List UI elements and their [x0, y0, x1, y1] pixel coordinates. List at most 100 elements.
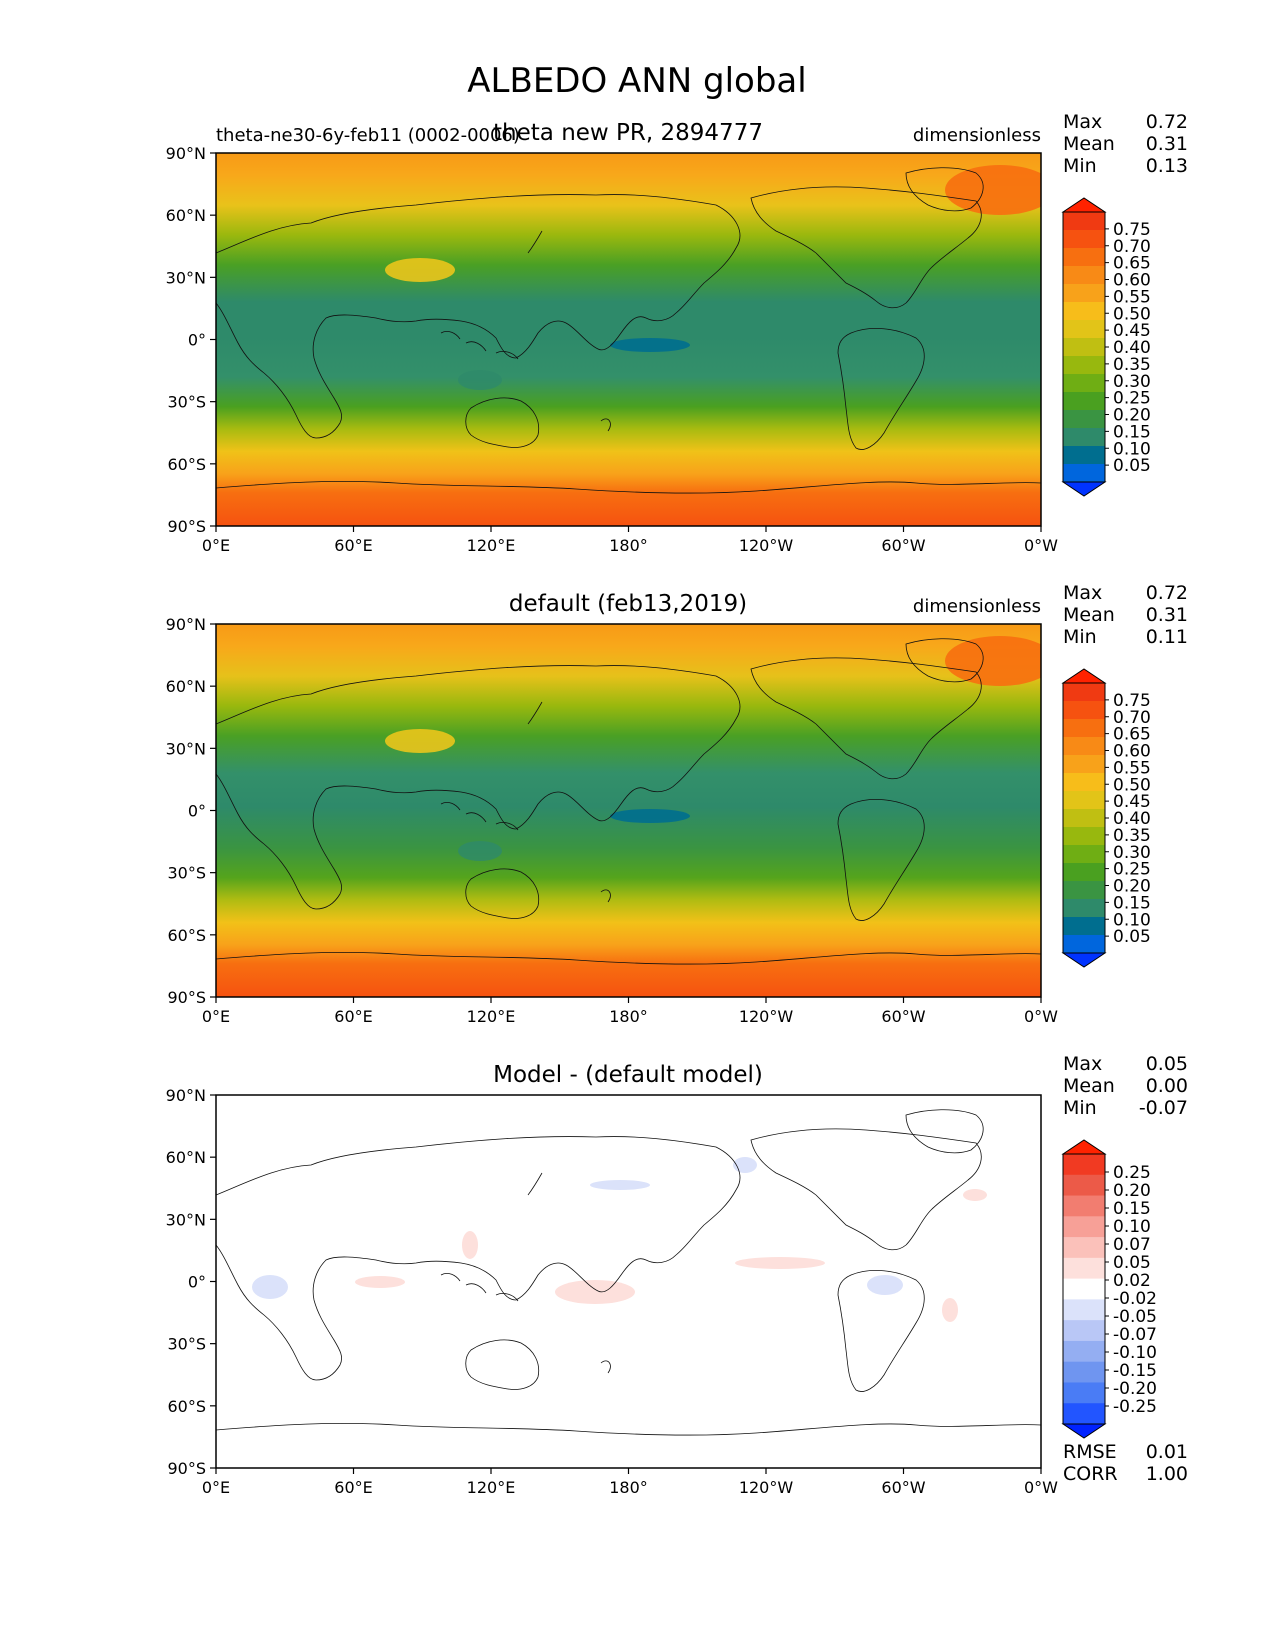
x-tick-label: 60°E	[334, 536, 372, 555]
colorbar-label: 0.10	[1113, 1217, 1151, 1237]
stat-value: -0.07	[1139, 1097, 1188, 1119]
colorbar-segment	[1063, 1174, 1105, 1197]
y-tick-label: 30°S	[167, 1335, 206, 1354]
x-tick-label: 60°E	[334, 1007, 372, 1026]
colorbar-segment	[1063, 863, 1105, 882]
colorbar-segment	[1063, 917, 1105, 936]
stat-label: Mean	[1063, 133, 1115, 155]
colorbar-label: -0.25	[1113, 1397, 1157, 1417]
colorbar-label: 0.05	[1113, 456, 1151, 476]
colorbar-segment	[1063, 302, 1105, 321]
colorbar-label: 0.30	[1113, 843, 1151, 863]
colorbar-segment	[1063, 1403, 1105, 1425]
colorbar-segment	[1063, 935, 1105, 954]
colorbar-label: 0.25	[1113, 389, 1151, 409]
colorbar-label: 0.40	[1113, 338, 1151, 358]
colorbar-label: 0.75	[1113, 220, 1151, 240]
colorbar-extend-top	[1061, 1139, 1107, 1155]
colorbar-segment	[1063, 1361, 1105, 1383]
colorbar-label: 0.75	[1113, 691, 1151, 711]
colorbar-segment	[1063, 356, 1105, 375]
x-tick-label: 180°	[609, 536, 648, 555]
stat-value: 0.00	[1146, 1075, 1188, 1097]
colorbar-label: 0.70	[1113, 708, 1151, 728]
colorbar-label: 0.60	[1113, 271, 1151, 291]
colorbar-segment	[1063, 428, 1105, 447]
colorbar-label: 0.65	[1113, 725, 1151, 745]
panel-units: dimensionless	[913, 125, 1041, 146]
colorbar-label: 0.10	[1113, 439, 1151, 459]
colorbar: 0.250.200.150.100.070.050.02-0.02-0.05-0…	[1061, 1139, 1157, 1439]
colorbar-segment	[1063, 338, 1105, 357]
x-tick-label: 60°W	[881, 1007, 925, 1026]
stat-label: Mean	[1063, 604, 1115, 626]
x-tick-label: 120°E	[467, 536, 516, 555]
figure-title: ALBEDO ANN global	[467, 61, 806, 101]
y-tick-label: 30°S	[167, 864, 206, 883]
colorbar-extend-bottom	[1061, 481, 1107, 497]
stat-label: Min	[1063, 1097, 1097, 1119]
x-tick-label: 0°E	[202, 1007, 230, 1026]
map-field	[216, 1095, 1041, 1468]
colorbar-segment	[1063, 719, 1105, 738]
stat-value: 0.72	[1146, 111, 1188, 133]
x-tick-label: 60°W	[881, 536, 925, 555]
stat-label: Min	[1063, 155, 1097, 177]
colorbar-label: 0.50	[1113, 304, 1151, 324]
colorbar-segment	[1063, 1216, 1105, 1238]
colorbar-label: -0.07	[1113, 1325, 1157, 1345]
colorbar-segment	[1063, 230, 1105, 249]
colorbar-label: 0.15	[1113, 422, 1151, 442]
y-tick-label: 90°S	[167, 1459, 206, 1478]
colorbar-label: 0.30	[1113, 372, 1151, 392]
y-tick-label: 30°S	[167, 393, 206, 412]
colorbar-segment	[1063, 1382, 1105, 1404]
panel-units: dimensionless	[913, 596, 1041, 617]
colorbar-label: 0.40	[1113, 809, 1151, 829]
x-tick-label: 0°E	[202, 536, 230, 555]
x-tick-label: 120°W	[739, 1007, 794, 1026]
panel-difference: Model - (default model) 0°E 60°E 120°E 180°…	[166, 1053, 1188, 1497]
colorbar-label: 0.15	[1113, 1199, 1151, 1219]
stat-label: Min	[1063, 626, 1097, 648]
colorbar-label: 0.07	[1113, 1235, 1151, 1255]
colorbar-extend-top	[1061, 197, 1107, 213]
x-tick-label: 120°E	[467, 1007, 516, 1026]
y-tick-label: 0°	[188, 1273, 206, 1292]
colorbar-label: 0.25	[1113, 860, 1151, 880]
stat-label: Max	[1063, 111, 1102, 133]
colorbar-segment	[1063, 284, 1105, 303]
colorbar-segment	[1063, 845, 1105, 864]
panel-title: theta new PR, 2894777	[493, 120, 763, 146]
colorbar-frame	[1062, 1153, 1106, 1425]
colorbar-segment	[1063, 248, 1105, 267]
y-tick-label: 30°N	[166, 268, 206, 287]
colorbar-segment	[1063, 1320, 1105, 1342]
y-tick-label: 60°S	[167, 455, 206, 474]
panel-title: default (feb13,2019)	[509, 591, 747, 617]
stat-value: 0.31	[1146, 133, 1188, 155]
y-tick-label: 90°N	[166, 615, 206, 634]
stat-value: 0.13	[1146, 155, 1188, 177]
colorbar-segment	[1063, 1340, 1105, 1363]
map-field	[216, 624, 1041, 997]
colorbar-segment	[1063, 266, 1105, 285]
stat-label: Mean	[1063, 1075, 1115, 1097]
panel-reference: default (feb13,2019) dimensionless 0°E 60…	[166, 582, 1188, 1026]
x-tick-label: 180°	[609, 1007, 648, 1026]
colorbar-label: 0.45	[1113, 792, 1151, 812]
stat-value: 0.31	[1146, 604, 1188, 626]
colorbar-segment	[1063, 374, 1105, 393]
colorbar-segment	[1063, 791, 1105, 810]
colorbar-extend-bottom	[1061, 952, 1107, 968]
colorbar-label: -0.20	[1113, 1379, 1157, 1399]
colorbar-label: -0.05	[1113, 1307, 1157, 1327]
metric-value: 1.00	[1146, 1463, 1188, 1485]
x-tick-label: 0°W	[1024, 1007, 1058, 1026]
colorbar-segment	[1063, 446, 1105, 465]
colorbar-segment	[1063, 881, 1105, 900]
colorbar-label: 0.35	[1113, 826, 1151, 846]
y-tick-label: 60°S	[167, 926, 206, 945]
stat-value: 0.11	[1146, 626, 1188, 648]
